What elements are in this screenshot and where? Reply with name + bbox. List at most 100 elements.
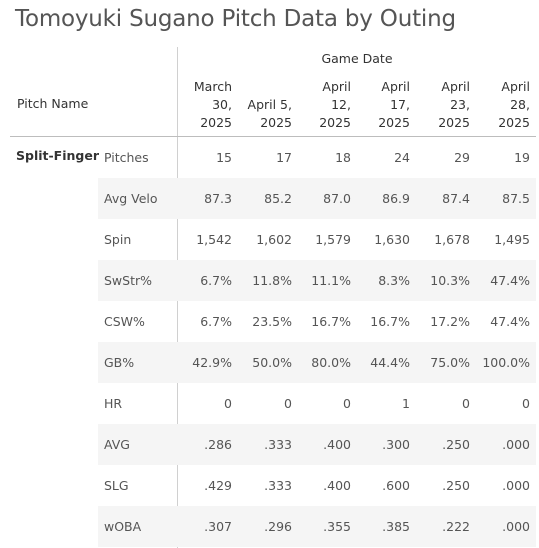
table-cell[interactable]: .000 xyxy=(502,478,530,493)
table-row: AVG .286 .333 .400 .300 .250 .000 xyxy=(98,424,536,465)
table-cell[interactable]: 75.0% xyxy=(430,355,470,370)
table-row: wOBA .307 .296 .355 .385 .222 .000 xyxy=(98,506,536,547)
table-cell[interactable]: 100.0% xyxy=(482,355,530,370)
table-cell[interactable]: .300 xyxy=(382,437,410,452)
metric-label: Spin xyxy=(104,232,132,247)
table-cell[interactable]: .296 xyxy=(264,519,292,534)
table-cell[interactable]: .000 xyxy=(502,519,530,534)
table-row: GB% 42.9% 50.0% 80.0% 44.4% 75.0% 100.0% xyxy=(98,342,536,383)
table-cell[interactable]: .250 xyxy=(442,437,470,452)
table-cell[interactable]: 44.4% xyxy=(370,355,410,370)
table-cell[interactable]: .286 xyxy=(204,437,232,452)
table-cell[interactable]: 87.3 xyxy=(204,191,232,206)
date-header-line: April xyxy=(322,79,351,94)
metric-label: Pitches xyxy=(104,150,149,165)
table-cell[interactable]: 15 xyxy=(216,150,232,165)
metric-label: CSW% xyxy=(104,314,145,329)
date-header-line: 2025 xyxy=(319,115,351,130)
date-header-line: April xyxy=(441,79,470,94)
metric-label: Avg Velo xyxy=(104,191,158,206)
date-header-line: March xyxy=(193,79,232,94)
table-cell[interactable]: 42.9% xyxy=(192,355,232,370)
table-cell[interactable]: 87.0 xyxy=(323,191,351,206)
date-column-header[interactable]: April 28, 2025 xyxy=(480,74,530,132)
metric-label: GB% xyxy=(104,355,135,370)
table-cell[interactable]: .000 xyxy=(502,437,530,452)
date-column-header[interactable]: April 17, 2025 xyxy=(360,74,410,132)
table-cell[interactable]: 11.8% xyxy=(252,273,292,288)
table-cell[interactable]: 16.7% xyxy=(370,314,410,329)
table-cell[interactable]: .600 xyxy=(382,478,410,493)
table-cell[interactable]: .355 xyxy=(323,519,351,534)
table-cell[interactable]: .333 xyxy=(264,437,292,452)
date-header-line: 28, xyxy=(510,97,530,112)
metric-label: wOBA xyxy=(104,519,142,534)
table-cell[interactable]: .250 xyxy=(442,478,470,493)
table-cell[interactable]: 17 xyxy=(276,150,292,165)
table-cell[interactable]: 6.7% xyxy=(200,314,232,329)
table-cell[interactable]: 87.4 xyxy=(442,191,470,206)
table-cell[interactable]: 16.7% xyxy=(311,314,351,329)
date-column-header[interactable]: April 5, 2025 xyxy=(240,74,292,132)
date-header-line: 2025 xyxy=(438,115,470,130)
table-cell[interactable]: 0 xyxy=(343,396,351,411)
table-cell[interactable]: 11.1% xyxy=(311,273,351,288)
table-cell[interactable]: 6.7% xyxy=(200,273,232,288)
table-cell[interactable]: 1,678 xyxy=(434,232,470,247)
date-header-line: 23, xyxy=(450,97,470,112)
table-cell[interactable]: .385 xyxy=(382,519,410,534)
date-header-line: 12, xyxy=(331,97,351,112)
table-cell[interactable]: 19 xyxy=(514,150,530,165)
table-cell[interactable]: 17.2% xyxy=(430,314,470,329)
table-cell[interactable]: .400 xyxy=(323,437,351,452)
table-cell[interactable]: 1,630 xyxy=(374,232,410,247)
table-cell[interactable]: 50.0% xyxy=(252,355,292,370)
date-header-line: 2025 xyxy=(260,115,292,130)
table-cell[interactable]: 1,495 xyxy=(494,232,530,247)
table-row: Pitches 15 17 18 24 29 19 xyxy=(98,137,536,178)
table-cell[interactable]: 1 xyxy=(402,396,410,411)
date-header-line: 2025 xyxy=(498,115,530,130)
table-row: CSW% 6.7% 23.5% 16.7% 16.7% 17.2% 47.4% xyxy=(98,301,536,342)
pitch-name-header: Pitch Name xyxy=(17,96,89,111)
table-cell[interactable]: 0 xyxy=(284,396,292,411)
table-cell[interactable]: 10.3% xyxy=(430,273,470,288)
table-cell[interactable]: 0 xyxy=(224,396,232,411)
table-cell[interactable]: 47.4% xyxy=(490,273,530,288)
page-title: Tomoyuki Sugano Pitch Data by Outing xyxy=(15,6,456,32)
table-cell[interactable]: 85.2 xyxy=(264,191,292,206)
date-header-line: April xyxy=(381,79,410,94)
table-cell[interactable]: 0 xyxy=(522,396,530,411)
date-header-line: April xyxy=(501,79,530,94)
pitch-type-label: Split-Finger xyxy=(16,148,99,163)
table-cell[interactable]: .400 xyxy=(323,478,351,493)
date-column-header[interactable]: April 23, 2025 xyxy=(420,74,470,132)
table-cell[interactable]: 1,579 xyxy=(315,232,351,247)
table-cell[interactable]: 8.3% xyxy=(378,273,410,288)
table-cell[interactable]: .307 xyxy=(204,519,232,534)
table-row: SwStr% 6.7% 11.8% 11.1% 8.3% 10.3% 47.4% xyxy=(98,260,536,301)
table-cell[interactable]: .429 xyxy=(204,478,232,493)
table-cell[interactable]: 18 xyxy=(335,150,351,165)
table-cell[interactable]: 1,602 xyxy=(256,232,292,247)
table-cell[interactable]: 23.5% xyxy=(252,314,292,329)
table-row: Spin 1,542 1,602 1,579 1,630 1,678 1,495 xyxy=(98,219,536,260)
date-column-header[interactable]: April 12, 2025 xyxy=(300,74,351,132)
table-cell[interactable]: 29 xyxy=(454,150,470,165)
table-cell[interactable]: 86.9 xyxy=(382,191,410,206)
table-cell[interactable]: .333 xyxy=(264,478,292,493)
metric-label: HR xyxy=(104,396,123,411)
date-column-header[interactable]: March 30, 2025 xyxy=(180,74,232,132)
table-cell[interactable]: .222 xyxy=(442,519,470,534)
date-header-line: April 5, xyxy=(247,97,292,112)
date-header-line: 2025 xyxy=(378,115,410,130)
table-cell[interactable]: 80.0% xyxy=(311,355,351,370)
date-header-line: 2025 xyxy=(200,115,232,130)
table-cell[interactable]: 87.5 xyxy=(502,191,530,206)
table-cell[interactable]: 0 xyxy=(462,396,470,411)
table-row: Avg Velo 87.3 85.2 87.0 86.9 87.4 87.5 xyxy=(98,178,536,219)
metric-label: SLG xyxy=(104,478,129,493)
table-cell[interactable]: 47.4% xyxy=(490,314,530,329)
table-cell[interactable]: 24 xyxy=(394,150,410,165)
table-cell[interactable]: 1,542 xyxy=(196,232,232,247)
